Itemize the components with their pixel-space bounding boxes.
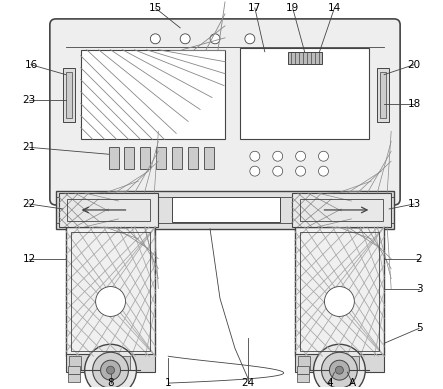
Text: 19: 19 (286, 3, 299, 13)
Text: 16: 16 (24, 60, 38, 70)
Bar (69, 356, 81, 370)
Circle shape (93, 352, 128, 388)
Bar (68, 374, 80, 382)
Text: 21: 21 (22, 142, 35, 152)
Text: 8: 8 (107, 378, 114, 388)
Circle shape (210, 34, 220, 44)
Bar (56, 191, 394, 229)
Circle shape (245, 34, 255, 44)
Bar (204, 147, 214, 169)
Bar (347, 356, 359, 370)
Circle shape (250, 151, 260, 161)
Text: 2: 2 (416, 254, 422, 264)
Bar (66, 354, 155, 372)
Circle shape (295, 166, 306, 176)
Circle shape (150, 34, 160, 44)
Bar (66, 72, 72, 118)
Bar (71, 232, 150, 351)
Bar (298, 356, 310, 370)
Bar (299, 199, 383, 221)
Text: 23: 23 (22, 95, 35, 105)
Bar (240, 48, 369, 139)
Bar (295, 227, 384, 356)
Circle shape (85, 344, 136, 389)
Bar (331, 356, 343, 370)
Text: 12: 12 (22, 254, 35, 264)
Bar (119, 356, 130, 370)
Text: 13: 13 (408, 199, 421, 209)
Circle shape (101, 360, 120, 380)
Text: 22: 22 (22, 199, 35, 209)
Bar (172, 147, 182, 169)
Circle shape (322, 352, 358, 388)
Bar (109, 147, 119, 169)
Text: 1: 1 (165, 378, 171, 388)
FancyBboxPatch shape (50, 19, 400, 205)
Bar (67, 199, 150, 221)
Text: A: A (349, 378, 356, 388)
Bar (295, 354, 384, 372)
Circle shape (319, 166, 328, 176)
Circle shape (273, 151, 283, 161)
Bar (291, 193, 391, 227)
Circle shape (273, 166, 283, 176)
Bar (299, 232, 379, 351)
Bar (297, 374, 309, 382)
Circle shape (295, 151, 306, 161)
Circle shape (107, 366, 115, 374)
Bar (188, 147, 198, 169)
Circle shape (314, 344, 365, 389)
Circle shape (330, 360, 350, 380)
Circle shape (250, 166, 260, 176)
Bar (124, 147, 134, 169)
Text: 4: 4 (326, 378, 333, 388)
Bar (140, 147, 150, 169)
Circle shape (324, 287, 354, 316)
Circle shape (335, 366, 343, 374)
Text: 24: 24 (241, 378, 254, 388)
Bar (68, 366, 80, 374)
Bar (288, 52, 323, 64)
Text: 14: 14 (328, 3, 341, 13)
Bar (172, 197, 280, 222)
Text: 3: 3 (416, 284, 422, 294)
Bar (377, 68, 389, 123)
Bar (156, 147, 166, 169)
Bar (63, 68, 75, 123)
Text: 15: 15 (149, 3, 162, 13)
Bar (103, 356, 115, 370)
Text: 18: 18 (408, 100, 421, 109)
Circle shape (180, 34, 190, 44)
Circle shape (319, 151, 328, 161)
Bar (297, 366, 309, 374)
Text: 20: 20 (408, 60, 420, 70)
Text: 17: 17 (248, 3, 261, 13)
Bar (380, 72, 386, 118)
Text: 5: 5 (416, 323, 422, 333)
Bar (59, 193, 158, 227)
Circle shape (96, 287, 125, 316)
Bar (81, 50, 225, 139)
Bar (66, 227, 155, 356)
